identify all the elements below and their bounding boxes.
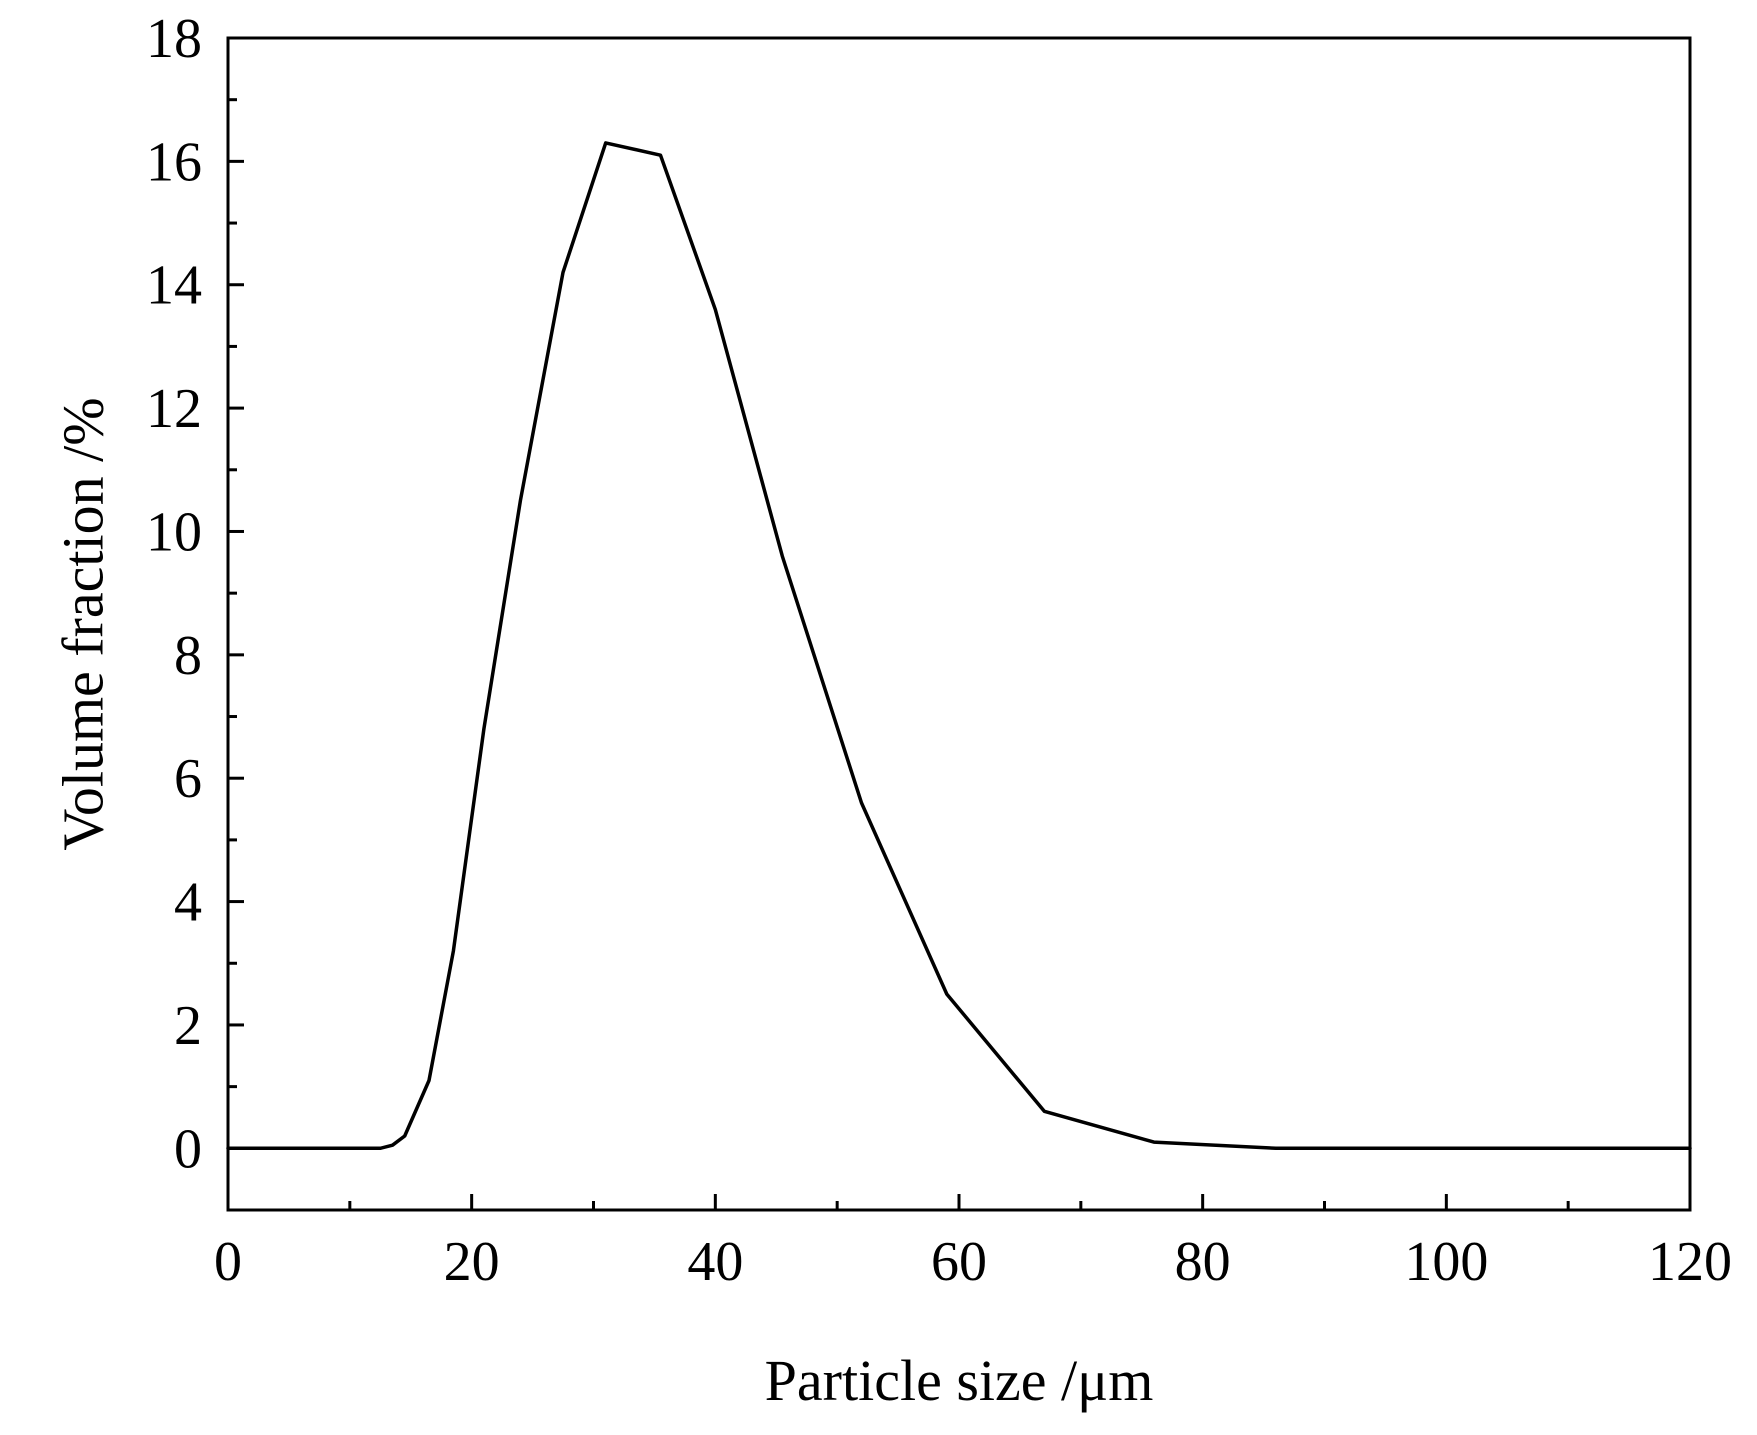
y-tick-label: 0 (174, 1118, 202, 1180)
y-tick-labels: 0 2 4 6 8 10 12 14 16 18 (146, 8, 202, 1180)
y-tick-label: 12 (146, 378, 202, 440)
series-line (226, 141, 1692, 1151)
minor-ticks (228, 98, 1570, 1210)
x-tick-label: 40 (687, 1231, 743, 1293)
major-ticks (226, 36, 1692, 1210)
y-tick-label: 2 (174, 995, 202, 1057)
x-tick-label: 20 (444, 1231, 500, 1293)
y-tick-label: 16 (146, 131, 202, 193)
x-tick-label: 120 (1648, 1231, 1732, 1293)
y-tick-label: 4 (174, 872, 202, 934)
x-tick-labels: 0 20 40 60 80 100 120 (214, 1231, 1732, 1293)
x-axis-label: Particle size /μm (765, 1348, 1154, 1413)
y-tick-label: 8 (174, 625, 202, 687)
y-tick-label: 10 (146, 501, 202, 563)
x-tick-label: 80 (1175, 1231, 1231, 1293)
y-tick-label: 6 (174, 748, 202, 810)
x-tick-label: 0 (214, 1231, 242, 1293)
x-tick-label: 100 (1404, 1231, 1488, 1293)
x-tick-label: 60 (931, 1231, 987, 1293)
y-tick-label: 14 (146, 255, 202, 317)
plot-frame (226, 36, 1692, 1212)
y-axis-label: Volume fraction /% (50, 397, 115, 850)
y-tick-label: 18 (146, 8, 202, 70)
